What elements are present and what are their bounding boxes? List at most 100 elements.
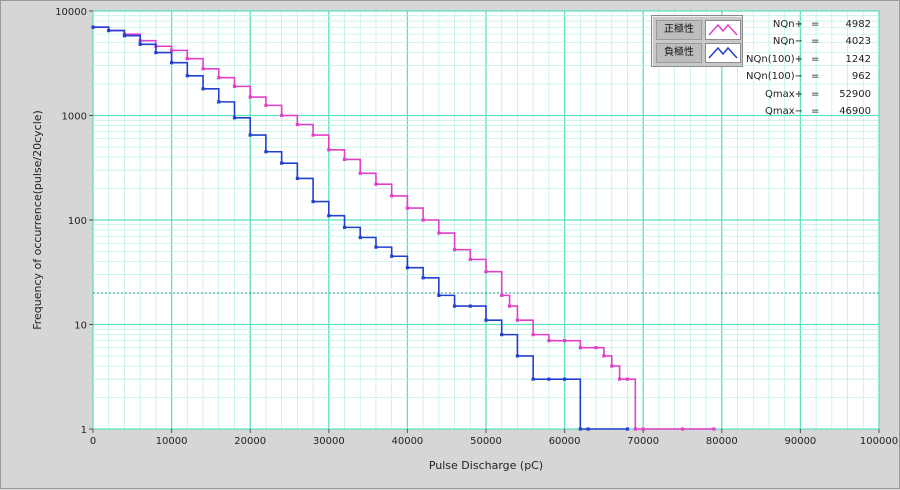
stat-row: Qmax− = 46900 — [743, 104, 871, 119]
legend-item-positive: 正極性 — [656, 19, 741, 41]
data-point-positive — [500, 293, 504, 297]
data-point-negative — [547, 377, 551, 381]
legend: 正極性 負極性 — [651, 15, 743, 67]
data-point-negative — [170, 61, 174, 65]
stat-value: 46900 — [839, 106, 871, 117]
data-point-negative — [390, 254, 394, 258]
data-point-negative — [217, 100, 221, 104]
data-point-negative — [154, 50, 158, 55]
data-point-positive — [342, 157, 347, 162]
data-point-negative — [405, 266, 409, 270]
x-tick-label: 80000 — [706, 436, 738, 447]
y-tick-label: 1 — [81, 425, 87, 436]
x-tick-label: 90000 — [784, 436, 816, 447]
data-point-negative — [586, 427, 590, 431]
data-point-positive — [405, 206, 409, 210]
data-point-positive — [633, 427, 637, 431]
stat-equals: = — [811, 89, 820, 100]
legend-label-negative: 負極性 — [656, 43, 702, 63]
stat-key: Qmax− — [764, 106, 803, 117]
data-point-positive — [515, 318, 520, 322]
data-point-negative — [468, 304, 472, 308]
data-point-positive — [641, 427, 645, 431]
data-point-negative — [358, 235, 362, 240]
data-point-negative — [264, 150, 268, 154]
data-point-negative — [515, 354, 520, 358]
y-tick-label: 1000 — [62, 112, 87, 123]
data-point-positive — [437, 231, 441, 235]
data-point-positive — [232, 84, 237, 88]
data-point-positive — [248, 95, 252, 99]
data-point-positive — [264, 103, 268, 107]
stat-equals: = — [811, 54, 820, 65]
data-point-positive — [602, 354, 606, 358]
data-point-positive — [217, 76, 221, 80]
data-point-negative — [437, 293, 441, 297]
data-point-positive — [680, 427, 685, 431]
stat-value: 52900 — [839, 89, 871, 100]
data-point-positive — [507, 304, 512, 308]
x-tick-label: 100000 — [860, 436, 898, 447]
data-point-positive — [618, 377, 622, 381]
stat-key: NQn(100)+ — [746, 54, 803, 65]
data-point-positive — [358, 171, 362, 175]
stat-row: NQn+ = 4982 — [743, 17, 871, 32]
stat-row: NQn(100)+ = 1242 — [743, 52, 871, 67]
data-point-positive — [484, 270, 488, 274]
data-point-positive — [468, 257, 472, 261]
data-point-positive — [374, 182, 378, 186]
x-tick-label: 30000 — [313, 436, 345, 447]
x-tick-label: 10000 — [156, 436, 188, 447]
data-point-negative — [311, 199, 315, 204]
data-point-positive — [170, 48, 174, 52]
data-point-positive — [625, 377, 630, 381]
stat-value: 4023 — [845, 36, 871, 47]
data-point-positive — [610, 364, 614, 368]
data-point-negative — [563, 377, 567, 381]
data-point-positive — [712, 427, 716, 431]
data-point-positive — [531, 333, 535, 337]
x-tick-label: 60000 — [549, 436, 581, 447]
data-point-negative — [280, 161, 284, 165]
stat-equals: = — [811, 36, 820, 47]
stat-equals: = — [811, 106, 820, 117]
data-point-negative — [122, 34, 127, 38]
data-point-negative — [327, 214, 331, 218]
data-point-negative — [625, 427, 630, 431]
data-point-positive — [421, 218, 425, 222]
legend-swatch-positive — [705, 20, 741, 40]
data-point-negative — [138, 42, 142, 46]
data-point-negative — [248, 133, 252, 137]
data-point-negative — [421, 276, 425, 280]
data-point-negative — [342, 225, 347, 229]
x-tick-label: 70000 — [627, 436, 659, 447]
stat-key: NQn+ — [772, 19, 803, 30]
x-tick-label: 40000 — [391, 436, 423, 447]
data-point-negative — [484, 318, 488, 322]
x-tick-label: 20000 — [234, 436, 266, 447]
data-point-negative — [578, 427, 582, 431]
series-line-negative — [93, 26, 628, 430]
data-point-positive — [280, 113, 284, 118]
stat-key: NQn(100)− — [746, 71, 803, 82]
x-tick-label: 50000 — [470, 436, 502, 447]
legend-item-negative: 負極性 — [656, 42, 741, 64]
stat-value: 4982 — [845, 19, 871, 30]
data-point-negative — [374, 245, 378, 249]
data-point-negative — [232, 116, 237, 120]
data-point-positive — [390, 194, 394, 198]
y-tick-label: 100 — [68, 216, 87, 227]
data-point-positive — [185, 57, 189, 61]
data-point-positive — [594, 346, 598, 350]
data-point-positive — [327, 148, 331, 152]
y-tick-label: 10 — [74, 321, 87, 332]
y-tick-label: 10000 — [55, 7, 87, 18]
stat-key: Qmax+ — [764, 89, 803, 100]
data-point-negative — [295, 176, 299, 181]
data-point-negative — [531, 377, 535, 381]
data-point-negative — [500, 333, 504, 337]
legend-swatch-negative — [705, 43, 741, 63]
data-point-positive — [311, 133, 315, 137]
